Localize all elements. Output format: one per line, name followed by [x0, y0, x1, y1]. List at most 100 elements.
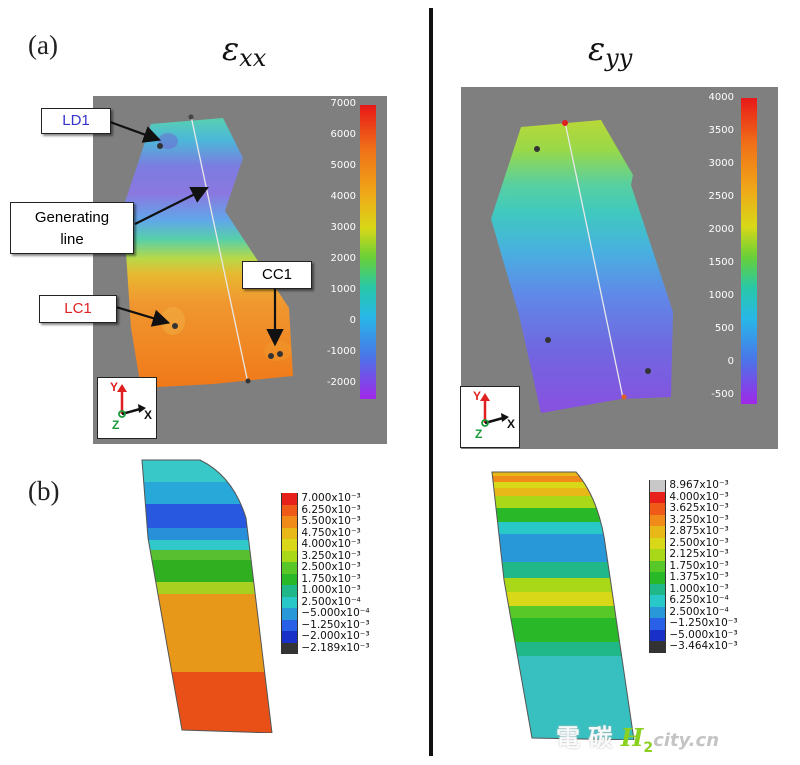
- legend-exx-row: −2.189x10⁻³: [281, 641, 370, 654]
- legend-exx-row: 1.750x10⁻³: [281, 573, 370, 585]
- legend-swatch: [649, 514, 666, 526]
- legend-exx-label: −5.000x10⁻⁴: [301, 607, 370, 619]
- legend-exx-row: −1.250x10⁻³: [281, 618, 370, 631]
- legend-swatch: [649, 572, 666, 584]
- epsilon-xx-symbol: ε: [222, 30, 240, 68]
- callout-lc1: LC1: [39, 295, 117, 323]
- colorbar-eyy-tick: 3500: [708, 125, 734, 136]
- legend-swatch: [649, 526, 666, 538]
- legend-swatch: [281, 619, 298, 631]
- legend-eyy-row: 2.125x10⁻³: [649, 548, 738, 561]
- callout-generating-line-text-2: line: [60, 231, 84, 248]
- legend-exx-label: 4.000x10⁻³: [301, 538, 361, 550]
- marker-exx-cc1b: [277, 351, 283, 357]
- fem-exx-contour: [141, 459, 273, 733]
- colorbar-exx-tick: 3000: [330, 222, 356, 233]
- legend-swatch: [281, 642, 298, 654]
- legend-exx-row: 1.000x10⁻³: [281, 584, 370, 597]
- legend-swatch: [649, 480, 666, 492]
- legend-swatch: [649, 618, 666, 630]
- legend-eyy-label: 1.000x10⁻³: [669, 582, 729, 595]
- legend-exx-row: 7.000x10⁻³: [281, 492, 370, 505]
- marker-eyy-bottom: [621, 394, 627, 400]
- colorbar-eyy-tick: 3000: [708, 158, 734, 169]
- colorbar-exx: [360, 105, 376, 399]
- marker-exx-cc1a: [268, 353, 274, 359]
- legend-eyy-row: 2.500x10⁻³: [649, 537, 738, 549]
- colorbar-eyy-tick: 2500: [708, 191, 734, 202]
- legend-exx-label: −2.189x10⁻³: [301, 641, 370, 654]
- legend-eyy-label: −5.000x10⁻³: [669, 628, 738, 641]
- eyy-specimen-surface: [491, 120, 673, 413]
- legend-swatch: [649, 606, 666, 618]
- axis-z-label: Z: [475, 427, 483, 441]
- legend-exx-label: −1.250x10⁻³: [301, 618, 370, 631]
- colorbar-exx-tick: 5000: [330, 160, 356, 171]
- legend-swatch: [649, 641, 666, 653]
- marker-exx-bottom: [245, 378, 251, 384]
- epsilon-yy-heading: εyy: [588, 30, 632, 72]
- fem-eyy-contour: [491, 471, 635, 740]
- colorbar-exx-tick: 0: [349, 315, 356, 326]
- panel-label-b: (b): [28, 476, 60, 506]
- legend-swatch: [281, 631, 298, 643]
- colorbar-eyy-tick: 1500: [708, 257, 734, 268]
- watermark-site: city.cn: [653, 730, 720, 751]
- axes-triad-exx: Y Z X: [97, 377, 157, 439]
- legend-eyy-row: 3.250x10⁻³: [649, 513, 738, 526]
- legend-exx-label: 5.500x10⁻³: [301, 515, 361, 527]
- legend-eyy-label: 4.000x10⁻³: [669, 490, 729, 503]
- axes-triad-eyy: Y Z X: [460, 386, 520, 448]
- legend-eyy-label: 1.750x10⁻³: [669, 559, 729, 572]
- marker-eyy-cc1: [645, 368, 651, 374]
- legend-exx-row: 4.000x10⁻³: [281, 538, 370, 551]
- marker-eyy-lc1: [545, 337, 551, 343]
- legend-eyy-label: 2.125x10⁻³: [669, 548, 729, 560]
- legend-swatch: [281, 550, 298, 562]
- legend-swatch: [281, 493, 298, 505]
- legend-eyy-row: 3.625x10⁻³: [649, 502, 738, 515]
- legend-swatch: [649, 537, 666, 549]
- colorbar-exx-tick: 7000: [330, 98, 356, 109]
- legend-swatch: [281, 596, 298, 608]
- dic-eyy-field: [491, 98, 757, 413]
- legend-eyy-label: 2.875x10⁻³: [669, 525, 729, 537]
- legend-eyy-row: 1.750x10⁻³: [649, 559, 738, 572]
- arrow-lc1: [115, 305, 171, 327]
- legend-exx: 7.000x10⁻³ 6.250x10⁻³ 5.500x10⁻³ 4.750x1…: [281, 492, 370, 654]
- legend-exx-row: 4.750x10⁻³: [281, 526, 370, 539]
- legend-eyy-row: −1.250x10⁻³: [649, 617, 738, 630]
- axes-triad-exx-icon: [117, 384, 146, 418]
- legend-swatch: [649, 629, 666, 641]
- axis-y-label: Y: [473, 389, 482, 403]
- legend-swatch: [281, 585, 298, 597]
- legend-exx-row: 2.500x10⁻³: [281, 561, 370, 574]
- legend-swatch: [281, 608, 298, 620]
- watermark: 電 碳 H2city.cn: [556, 718, 719, 756]
- legend-exx-row: 3.250x10⁻³: [281, 550, 370, 562]
- legend-swatch: [281, 539, 298, 551]
- legend-exx-label: 2.500x10⁻³: [301, 561, 361, 573]
- legend-eyy-row: 2.500x10⁻⁴: [649, 606, 738, 618]
- legend-eyy-label: 6.250x10⁻⁴: [669, 594, 729, 606]
- legend-exx-row: −2.000x10⁻³: [281, 630, 370, 643]
- legend-swatch: [281, 562, 298, 574]
- marker-exx-top: [188, 114, 194, 120]
- legend-exx-row: 5.500x10⁻³: [281, 515, 370, 528]
- legend-eyy-row: −5.000x10⁻³: [649, 628, 738, 641]
- axes-triad-eyy-icon: [480, 393, 509, 427]
- arrow-generating-line: [134, 187, 209, 225]
- generating-line-eyy: [564, 121, 624, 399]
- legend-swatch: [649, 595, 666, 607]
- legend-eyy-row: 8.967x10⁻³: [649, 479, 738, 492]
- legend-exx-label: 4.750x10⁻³: [301, 526, 361, 539]
- legend-eyy-row: 2.875x10⁻³: [649, 525, 738, 538]
- colorbar-exx-tick: 1000: [330, 284, 356, 295]
- legend-eyy-row: 1.000x10⁻³: [649, 582, 738, 595]
- axis-x-label: X: [507, 417, 516, 431]
- legend-eyy-label: 3.250x10⁻³: [669, 513, 729, 526]
- legend-swatch: [281, 504, 298, 516]
- legend-eyy-label: 1.375x10⁻³: [669, 571, 729, 583]
- callout-generating-line: Generating line: [10, 202, 134, 254]
- callout-ld1-text: LD1: [62, 112, 90, 129]
